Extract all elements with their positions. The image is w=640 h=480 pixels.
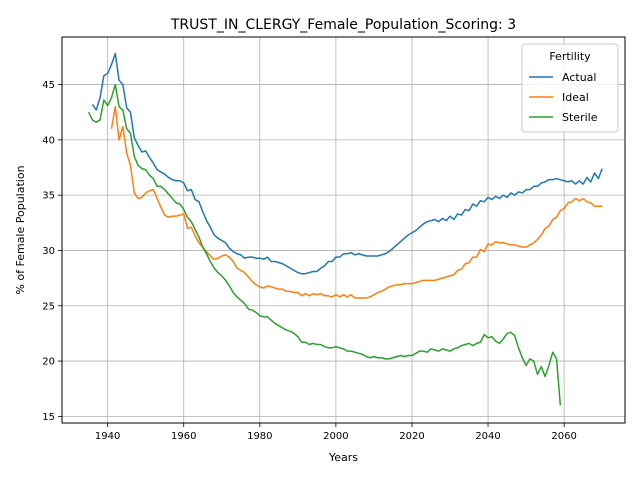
legend-items: Actual Ideal Sterile: [529, 71, 598, 124]
x-tick-label: 1940: [95, 431, 120, 442]
y-tick-label: 35: [42, 191, 55, 202]
x-axis-title: Years: [328, 451, 358, 464]
y-tick-label: 25: [42, 301, 55, 312]
y-tick-label: 20: [42, 357, 55, 368]
legend-label-ideal: Ideal: [562, 91, 589, 104]
y-axis-title: % of Female Population: [14, 165, 27, 294]
y-tick-label: 45: [42, 80, 55, 91]
series-line-actual: [91, 52, 603, 275]
y-tick-label: 40: [42, 135, 55, 146]
x-axis: 1940 1960 1980 2000 2020 2040 2060: [95, 423, 577, 442]
y-axis: 15 20 25 30 35 40 45: [42, 80, 62, 423]
x-tick-label: 2040: [475, 431, 500, 442]
legend-label-sterile: Sterile: [562, 111, 598, 124]
plot-frame: [61, 36, 626, 424]
series-line-sterile: [87, 83, 562, 406]
x-tick-label: 2020: [399, 431, 424, 442]
series-line-ideal: [110, 105, 603, 299]
legend-box: [521, 43, 619, 133]
y-tick-label: 30: [42, 246, 55, 257]
x-tick-label: 1980: [247, 431, 272, 442]
y-tick-label: 15: [42, 412, 55, 423]
legend: Fertility Actual Ideal Sterile: [521, 43, 619, 133]
x-tick-label: 2060: [551, 431, 576, 442]
grid: [62, 37, 625, 423]
chart-title: TRUST_IN_CLERGY_Female_Population_Scorin…: [170, 17, 516, 33]
legend-title: Fertility: [549, 50, 591, 63]
x-tick-label: 2000: [323, 431, 348, 442]
legend-label-actual: Actual: [562, 71, 596, 84]
x-tick-label: 1960: [171, 431, 196, 442]
series-lines: [87, 52, 603, 406]
